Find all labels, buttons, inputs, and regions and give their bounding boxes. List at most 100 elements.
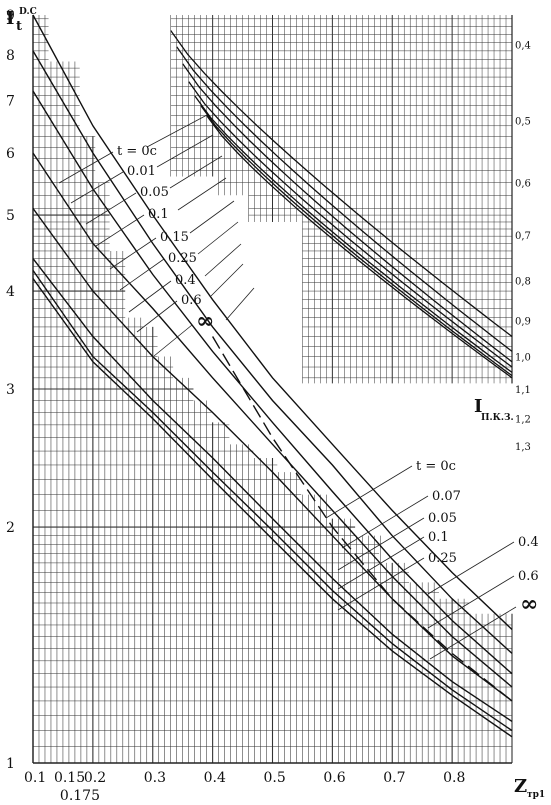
label-leader	[119, 258, 165, 291]
label-leader	[427, 541, 515, 595]
y-tick-label: 3	[6, 382, 15, 398]
x-tick-label: 0.7	[383, 770, 405, 786]
label-leader	[429, 606, 517, 660]
series-label: ∞	[520, 591, 538, 617]
label-leader	[325, 465, 413, 519]
label-leader	[109, 237, 157, 270]
series-label: 0.1	[148, 207, 169, 222]
right-tick-label: 0,8	[515, 277, 531, 288]
right-tick-label: 1,2	[515, 415, 531, 426]
right-tick-label: 0,5	[515, 117, 531, 128]
series-label: t = 0c	[416, 459, 456, 474]
series-line	[32, 90, 513, 675]
label-leader	[95, 214, 145, 247]
label-leader	[337, 517, 425, 571]
label-leader	[85, 192, 137, 225]
series-label: 0.6	[181, 293, 202, 308]
label-leader	[136, 300, 178, 333]
series-label: 0.6	[518, 569, 539, 584]
label-leader	[197, 221, 239, 255]
right-axis-label: I	[474, 396, 482, 417]
series-line	[32, 50, 513, 654]
label-leader	[337, 536, 425, 590]
series-label: ∞	[196, 308, 214, 334]
y-tick-label: 5	[6, 208, 15, 224]
y-axis-label-sup: D.C	[19, 7, 37, 17]
label-leaders	[58, 114, 517, 660]
label-leader	[169, 155, 223, 189]
series-label: 0.05	[428, 511, 457, 526]
right-tick-label: 0,6	[515, 179, 531, 190]
y-tick-label: 4	[6, 284, 15, 300]
series-line	[211, 336, 513, 702]
series-label: 0.25	[428, 551, 457, 566]
series-label: 0.4	[518, 535, 539, 550]
y-tick-label: 2	[6, 520, 15, 536]
x-tick-label: 0.8	[443, 770, 465, 786]
x-tick-label: 0.4	[204, 770, 226, 786]
label-leader	[210, 263, 244, 297]
label-leader	[427, 575, 515, 629]
chart-curves	[32, 14, 513, 738]
series-label: 0.05	[140, 185, 169, 200]
series-label: 0.01	[127, 164, 156, 179]
y-tick-label: 6	[6, 146, 15, 162]
y-tick-label: 8	[6, 48, 15, 64]
y-tick-label: 9	[6, 8, 15, 24]
x-tick-label: 0.3	[144, 770, 166, 786]
series-label: 0.15	[160, 230, 189, 245]
y-axis-label: I	[6, 8, 14, 29]
series-line	[206, 115, 513, 379]
series-line	[32, 270, 513, 732]
y-tick-label: 7	[6, 94, 15, 110]
x-tick-label: 0.15	[54, 770, 85, 786]
series-line	[32, 258, 513, 722]
chart-grid	[32, 15, 513, 764]
right-tick-label: 1,0	[515, 353, 531, 364]
y-axis-label-sub: t	[16, 19, 22, 34]
series-line	[188, 81, 513, 368]
right-tick-label: 1,3	[515, 442, 531, 453]
x-tick-label: 0.5	[264, 770, 286, 786]
label-leader	[341, 495, 429, 549]
label-leader	[225, 287, 255, 321]
series-label: 0.07	[432, 489, 461, 504]
right-tick-label: 1,1	[515, 385, 531, 396]
label-leader	[156, 134, 214, 168]
label-leader	[128, 280, 172, 313]
label-leader	[70, 171, 124, 204]
right-axis-label-sub: П.К.З.	[481, 413, 514, 423]
series-line	[176, 46, 513, 352]
right-tick-label: 0,9	[515, 317, 531, 328]
y-tick-label: 1	[6, 756, 15, 772]
label-leader	[153, 324, 193, 357]
x-axis-label-sub: тр1	[527, 790, 545, 800]
label-leader	[146, 114, 208, 148]
x-tick-label: 0.1	[24, 770, 46, 786]
x-tick-label: 0.175	[60, 788, 100, 804]
x-axis-label: Z	[514, 776, 527, 797]
series-line	[182, 63, 513, 363]
series-label: 0.4	[175, 273, 196, 288]
right-tick-label: 0,7	[515, 231, 531, 242]
series-line	[32, 152, 513, 688]
series-label: t = 0c	[117, 144, 157, 159]
series-label: 0.1	[428, 530, 449, 545]
x-tick-label: 0.6	[323, 770, 345, 786]
right-tick-label: 0,4	[515, 41, 531, 52]
label-leader	[177, 177, 227, 211]
series-line	[200, 105, 513, 377]
label-leader	[189, 200, 235, 234]
label-leader	[58, 151, 114, 184]
series-line	[194, 95, 513, 373]
series-line	[32, 278, 513, 738]
series-label: 0.25	[168, 251, 197, 266]
label-leader	[337, 557, 425, 611]
series-line	[170, 30, 513, 338]
series-line	[32, 14, 513, 631]
series-line	[32, 207, 513, 702]
label-leader	[204, 243, 242, 277]
x-tick-label: 0.2	[84, 770, 106, 786]
